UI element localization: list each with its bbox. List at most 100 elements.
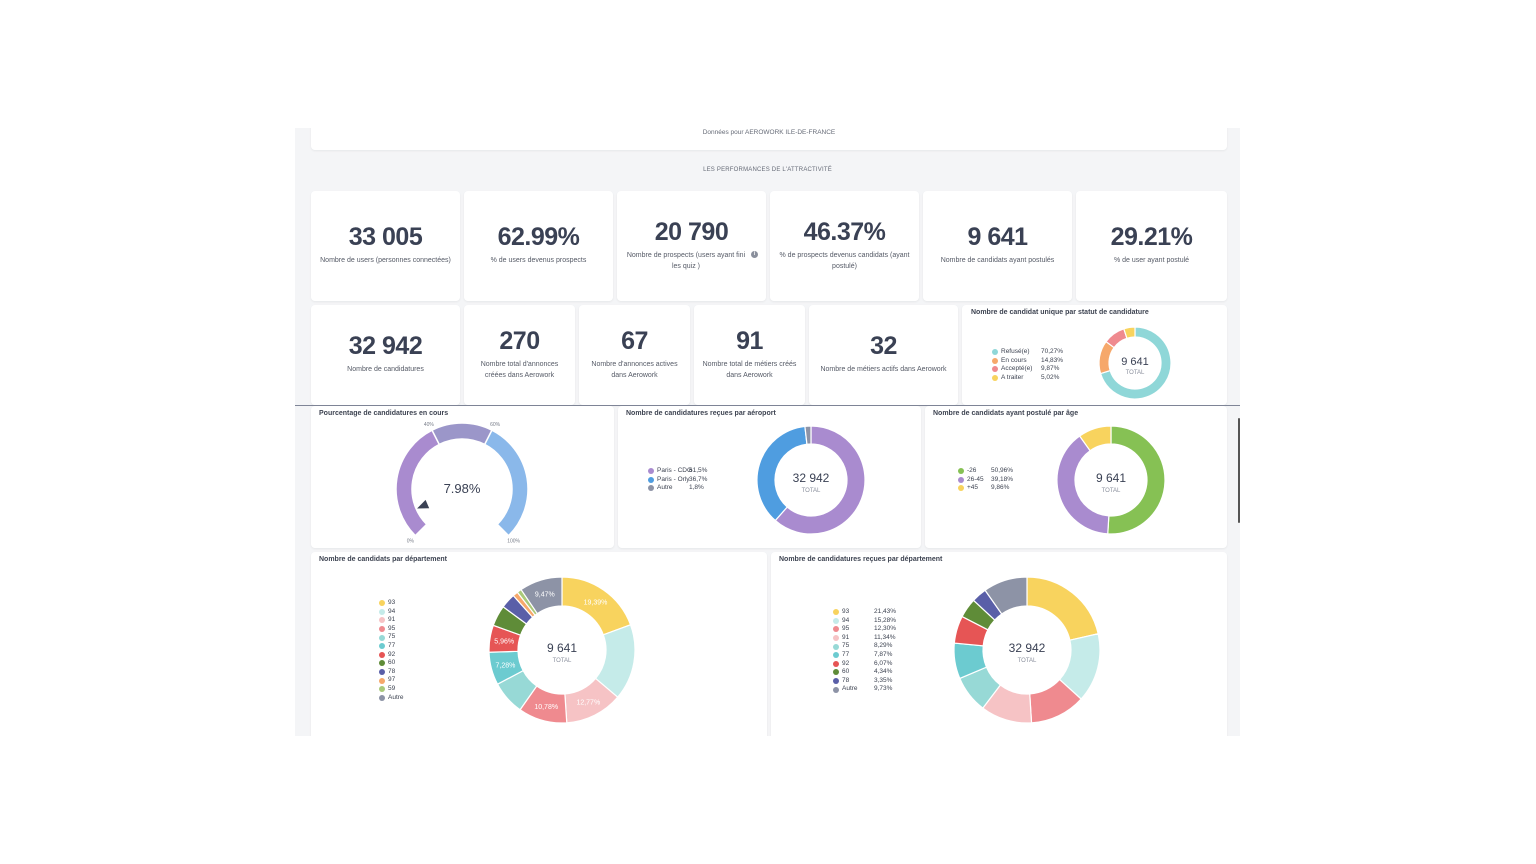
legend-value: 3,35% (874, 676, 893, 684)
legend-label: 78 (388, 667, 396, 675)
info-icon[interactable]: i (751, 251, 758, 259)
legend-label: Accepté(e) (1001, 365, 1033, 373)
legend-item[interactable]: -26 50,96% (958, 467, 1013, 476)
legend-item[interactable]: Paris - CDG 61,5% (648, 467, 707, 476)
legend-label: 95 (842, 625, 850, 633)
legend-item[interactable]: Refusé(e) 70,27% (992, 348, 1063, 357)
kpi-value: 91 (736, 327, 763, 356)
legend-item[interactable]: 95 (379, 625, 408, 634)
kpi-metiers-actifs: 32 Nombre de métiers actifs dans Aerowor… (809, 305, 958, 405)
legend-item[interactable]: 60 4,34% (833, 668, 896, 677)
scrollbar[interactable] (1238, 418, 1240, 523)
legend-label: 97 (388, 676, 396, 684)
chart-title: Nombre de candidats ayant postulé par âg… (933, 410, 1079, 417)
chart-legend: Paris - CDG 61,5% Paris - Orly 36,7% Autre 1,… (648, 467, 707, 493)
kpi-value: 270 (499, 327, 540, 356)
legend-item[interactable]: +45 9,86% (958, 484, 1013, 493)
legend-item[interactable]: 60 (379, 659, 408, 668)
legend-item[interactable]: 94 15,28% (833, 617, 896, 626)
legend-swatch (833, 626, 839, 633)
legend-value: 39,18% (991, 475, 1014, 483)
divider-line (295, 405, 1240, 406)
legend-item[interactable]: A traiter 5,02% (992, 374, 1063, 383)
legend-item[interactable]: 77 7,87% (833, 651, 896, 660)
kpi-label: Nombre de candidatures (347, 366, 424, 374)
legend-label: En cours (1001, 356, 1027, 364)
donut-center-label: TOTAL (553, 658, 572, 664)
legend-value: 12,30% (874, 625, 897, 633)
legend-label: 91 (388, 616, 396, 624)
kpi-value: 29.21% (1110, 223, 1193, 252)
legend-label: 91 (842, 633, 850, 641)
legend-item[interactable]: Autre 9,73% (833, 685, 896, 694)
kpi-candidatures: 32 942 Nombre de candidatures (311, 305, 460, 405)
gauge-tick-label: 100% (507, 539, 520, 545)
legend-item[interactable]: 91 (379, 616, 408, 625)
donut-slice[interactable] (1078, 425, 1112, 452)
chart-legend: -26 50,96% 26-45 39,18% +45 9,86% (958, 467, 1013, 493)
chart-card-aeroport: Nombre de candidatures reçues par aéropo… (618, 406, 921, 548)
donut-slice[interactable] (984, 576, 1028, 615)
legend-label: Refusé(e) (1001, 348, 1030, 355)
legend-swatch (833, 635, 839, 642)
legend-item[interactable]: Accepté(e) 9,87% (992, 365, 1063, 374)
chart-title: Pourcentage de candidatures en cours (319, 410, 449, 417)
legend-item[interactable]: Autre (379, 694, 408, 703)
header-note: Données pour AEROWORK ILE-DE-FRANCE (702, 129, 836, 136)
legend-item[interactable]: Paris - Orly 36,7% (648, 476, 707, 485)
legend-label: 94 (388, 607, 396, 615)
legend-item[interactable]: 78 (379, 668, 408, 677)
donut-slice[interactable] (1123, 326, 1136, 340)
legend-item[interactable]: 59 (379, 685, 408, 694)
kpi-users-prospects-pct: 62.99% % de users devenus prospects (464, 191, 613, 301)
legend-swatch (992, 366, 998, 373)
legend-item[interactable]: 77 (379, 642, 408, 651)
legend-item[interactable]: 26-45 39,18% (958, 476, 1013, 485)
legend-value: 15,28% (874, 616, 897, 624)
donut-slice[interactable] (1026, 576, 1099, 641)
donut-center-value: 9 641 (547, 641, 577, 655)
slice-label: 7,28% (496, 662, 516, 669)
legend-item[interactable]: 91 11,34% (833, 634, 896, 643)
legend-item[interactable]: 95 12,30% (833, 625, 896, 634)
legend-item[interactable]: 75 8,29% (833, 642, 896, 651)
slice-label: 10,78% (534, 704, 558, 711)
legend-item[interactable]: 92 (379, 651, 408, 660)
donut-slice[interactable] (520, 576, 563, 615)
kpi-label: % de user ayant postulé (1113, 257, 1190, 265)
legend-label: 93 (842, 608, 850, 615)
legend-value: 36,7% (689, 475, 708, 483)
legend-item[interactable]: 75 (379, 633, 408, 642)
legend-swatch (379, 608, 385, 615)
chart-title: Nombre de candidatures reçues par aéropo… (626, 410, 776, 417)
donut-center-label: TOTAL (802, 488, 821, 494)
legend-label: Autre (657, 484, 673, 492)
kpi-value: 33 005 (348, 223, 423, 252)
legend-item[interactable]: 94 (379, 608, 408, 617)
legend-swatch (833, 609, 839, 616)
legend-item[interactable]: 93 21,43% (833, 608, 896, 617)
kpi-users: 33 005 Nombre de users (personnes connec… (311, 191, 460, 301)
legend-label: 92 (842, 659, 850, 667)
legend-swatch (379, 669, 385, 676)
donut-center-label: TOTAL (1102, 488, 1121, 494)
legend-item[interactable]: 92 6,07% (833, 660, 896, 669)
legend-item[interactable]: En cours 14,83% (992, 357, 1063, 366)
legend-value: 7,87% (874, 650, 893, 658)
chart-title: Nombre de candidat unique par statut de … (971, 309, 1149, 316)
donut-slice[interactable] (774, 425, 866, 535)
legend-item[interactable]: 93 (379, 599, 408, 608)
kpi-metiers-total: 91 Nombre total de métiers créés dans Ae… (694, 305, 805, 405)
legend-label: 26-45 (967, 475, 984, 483)
legend-item[interactable]: 97 (379, 676, 408, 685)
gauge-tick-label: 40% (424, 422, 435, 428)
legend-item[interactable]: 78 3,35% (833, 677, 896, 686)
legend-value: 6,07% (874, 659, 893, 667)
kpi-label: Nombre d'annonces actives dans Aerowork (591, 361, 678, 379)
donut-center-value: 32 942 (793, 471, 830, 485)
donut-slice[interactable] (1107, 425, 1166, 535)
donut-slice[interactable] (804, 425, 812, 445)
legend-label: 77 (388, 641, 396, 649)
legend-item[interactable]: Autre 1,8% (648, 484, 707, 493)
legend-swatch (379, 600, 385, 607)
